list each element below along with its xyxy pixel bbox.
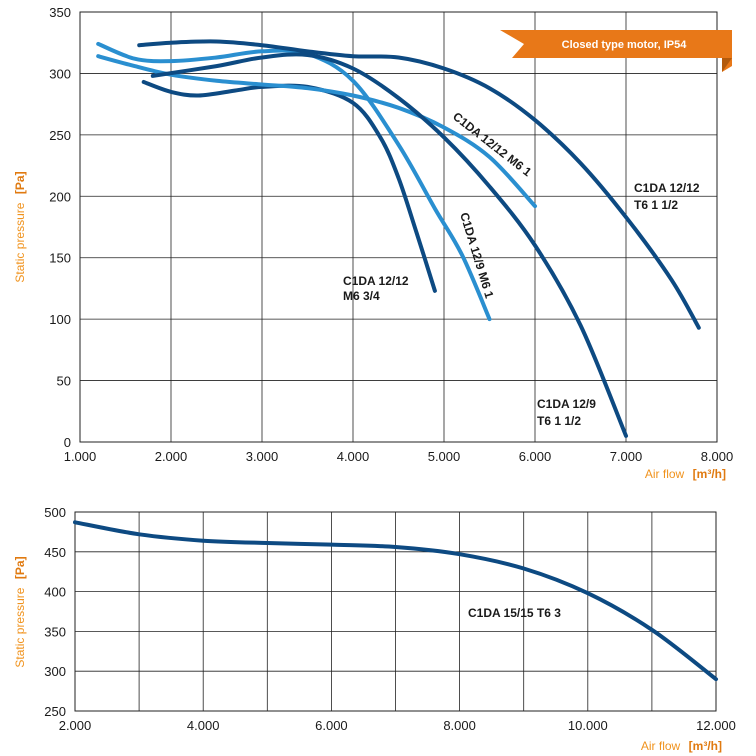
x-tick-label: 12.000 xyxy=(696,718,736,733)
y-tick-label: 200 xyxy=(49,189,71,204)
y-tick-label: 150 xyxy=(49,251,71,266)
y-tick-label: 500 xyxy=(44,505,66,520)
y-tick-label: 400 xyxy=(44,585,66,600)
label-c1da-15-15-t6-3: C1DA 15/15 T6 3 xyxy=(468,606,561,620)
chart-bottom: 250 300 350 400 450 500 2.000 4.000 6.000 8.000 1… xyxy=(11,505,736,754)
x-tick-label: 4.000 xyxy=(337,449,370,464)
chart-top-frame xyxy=(79,11,718,443)
x-tick-label: 7.000 xyxy=(610,449,643,464)
curve-c1da-12-12-m6-1 xyxy=(96,54,537,209)
x-tick-label: 2.000 xyxy=(59,718,92,733)
y-tick-label: 300 xyxy=(44,664,66,679)
chart-bottom-curves xyxy=(73,520,718,682)
x-tick-label: 10.000 xyxy=(568,718,608,733)
chart-bottom-x-axis-title: Air flow [m³/h] xyxy=(641,737,722,754)
x-tick-label: 3.000 xyxy=(246,449,279,464)
label-c1da-12-12-m6-1: C1DA 12/12 M6 1 xyxy=(450,109,534,179)
chart-bottom-y-axis-title: Static pressure [Pa] xyxy=(11,556,28,667)
chart-top-x-axis-title: Air flow [m³/h] xyxy=(645,465,726,482)
x-tick-label: 8.000 xyxy=(701,449,734,464)
y-tick-label: 50 xyxy=(57,374,71,389)
curve-c1da-12-9-t6-1-1-2 xyxy=(150,52,628,438)
y-tick-label: 350 xyxy=(49,5,71,20)
chart-bottom-x-ticks: 2.000 4.000 6.000 8.000 10.000 12.000 xyxy=(59,718,736,733)
y-tick-label: 450 xyxy=(44,545,66,560)
banner-shape xyxy=(500,30,732,72)
y-tick-label: 0 xyxy=(64,435,71,450)
chart-top: 0 50 100 150 200 250 300 350 1.000 2.000 3.000 4.0… xyxy=(11,5,734,482)
banner-fold xyxy=(722,58,732,72)
chart-top-y-axis-title: Static pressure [Pa] xyxy=(11,171,28,282)
x-tick-label: 4.000 xyxy=(187,718,220,733)
x-tick-label: 6.000 xyxy=(519,449,552,464)
curve-c1da-12-12-m6-3-4 xyxy=(141,80,437,293)
banner-text: Closed type motor, IP54 xyxy=(562,39,688,51)
motor-type-banner: Closed type motor, IP54 xyxy=(500,30,732,72)
label-c1da-12-9-t6-1-1-2: C1DA 12/9 T6 1 1/2 xyxy=(537,397,599,428)
chart-bottom-frame xyxy=(74,511,717,712)
chart-top-x-ticks: 1.000 2.000 3.000 4.000 5.000 6.000 7.000 8.000 xyxy=(64,449,734,464)
label-c1da-12-12-t6-1-1-2: C1DA 12/12 T6 1 1/2 xyxy=(634,181,703,212)
y-tick-label: 250 xyxy=(49,128,71,143)
x-tick-label: 5.000 xyxy=(428,449,461,464)
chart-top-y-ticks: 0 50 100 150 200 250 300 350 xyxy=(49,5,71,450)
curve-c1da-12-12-t6-1-1-2 xyxy=(137,39,701,330)
chart-bottom-y-ticks: 250 300 350 400 450 500 xyxy=(44,505,66,719)
x-tick-label: 8.000 xyxy=(443,718,476,733)
x-tick-label: 2.000 xyxy=(155,449,188,464)
x-tick-label: 6.000 xyxy=(315,718,348,733)
y-tick-label: 350 xyxy=(44,624,66,639)
x-tick-label: 1.000 xyxy=(64,449,97,464)
chart-top-curves xyxy=(96,39,701,438)
curve-c1da-15-15-t6-3 xyxy=(73,520,718,682)
label-c1da-12-12-m6-3-4: C1DA 12/12 M6 3/4 xyxy=(343,274,412,303)
y-tick-label: 100 xyxy=(49,312,71,327)
y-tick-label: 300 xyxy=(49,66,71,81)
y-tick-label: 250 xyxy=(44,704,66,719)
